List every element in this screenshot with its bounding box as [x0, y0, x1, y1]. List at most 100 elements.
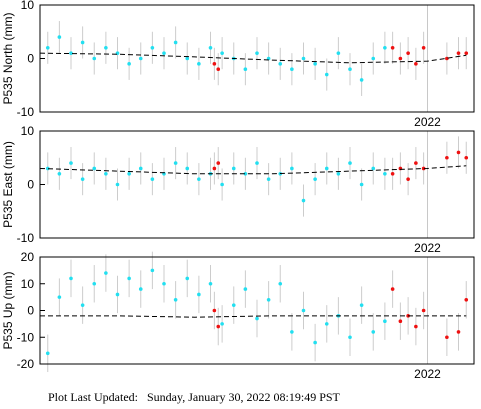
- point: [456, 330, 461, 334]
- point: [45, 46, 50, 50]
- point: [348, 67, 352, 71]
- trend-line: [39, 165, 467, 175]
- point: [290, 67, 294, 71]
- point: [313, 62, 317, 66]
- point: [185, 276, 190, 281]
- point: [138, 166, 143, 171]
- point: [220, 322, 224, 326]
- point: [208, 281, 213, 286]
- point: [464, 298, 469, 302]
- point: [456, 51, 461, 55]
- y-tick-label: 0: [27, 178, 34, 192]
- y-axis-label: P535 North (mm): [1, 12, 15, 104]
- point: [92, 166, 97, 171]
- point: [414, 161, 418, 165]
- point: [266, 56, 271, 61]
- point: [359, 303, 364, 307]
- point: [150, 177, 155, 181]
- point: [398, 56, 403, 61]
- point: [216, 161, 221, 165]
- point: [69, 51, 73, 55]
- point: [208, 46, 213, 50]
- trend-line: [40, 315, 467, 318]
- point: [150, 46, 155, 50]
- point: [92, 56, 97, 61]
- point: [45, 351, 50, 356]
- point: [243, 287, 248, 291]
- point: [162, 281, 166, 286]
- point: [301, 308, 306, 313]
- point: [390, 172, 395, 176]
- point: [406, 177, 410, 181]
- point: [278, 281, 283, 286]
- point: [348, 161, 352, 165]
- point: [313, 177, 317, 181]
- point: [255, 316, 259, 321]
- point: [197, 177, 201, 181]
- point: [69, 276, 73, 281]
- point: [371, 56, 376, 61]
- plot-frame: [39, 256, 475, 365]
- y-tick-label: 20: [21, 250, 35, 264]
- point: [371, 166, 376, 171]
- plot-frame: [39, 4, 475, 113]
- point: [464, 155, 469, 160]
- point: [383, 172, 387, 176]
- point: [115, 182, 120, 187]
- point: [414, 62, 418, 66]
- y-tick-label: 0: [27, 304, 34, 318]
- point: [359, 78, 364, 82]
- x-tick-label: 2022: [414, 367, 441, 381]
- y-tick-label: 0: [27, 52, 34, 66]
- y-axis-label: P535 East (mm): [1, 141, 15, 228]
- point: [57, 35, 62, 39]
- point: [406, 51, 410, 55]
- point: [220, 182, 224, 187]
- point: [421, 308, 426, 313]
- point: [173, 161, 178, 165]
- point: [104, 46, 108, 50]
- point: [45, 166, 50, 171]
- x-tick-label: 2022: [414, 241, 441, 255]
- point: [383, 46, 387, 50]
- footer: Plot Last Updated: Sunday, January 30, 2…: [48, 390, 341, 404]
- point: [212, 166, 217, 171]
- point: [212, 62, 217, 66]
- point: [243, 67, 248, 71]
- point: [138, 287, 143, 291]
- point: [371, 330, 376, 334]
- y-tick-label: -20: [17, 357, 35, 371]
- point: [173, 298, 178, 302]
- point: [197, 62, 201, 66]
- point: [231, 166, 236, 171]
- point: [266, 298, 271, 302]
- point: [80, 177, 85, 181]
- point: [80, 40, 85, 45]
- point: [138, 56, 143, 61]
- point: [456, 150, 461, 155]
- point: [185, 56, 190, 61]
- trend-line: [39, 52, 467, 64]
- point: [324, 166, 329, 171]
- y-tick-label: -10: [17, 231, 35, 245]
- point: [220, 51, 224, 55]
- point: [127, 62, 131, 66]
- point: [390, 287, 395, 291]
- point: [348, 335, 352, 340]
- point: [421, 166, 426, 171]
- point: [301, 56, 306, 61]
- point: [255, 51, 259, 55]
- y-tick-label: 10: [21, 277, 35, 291]
- point: [115, 292, 120, 297]
- point: [398, 319, 403, 324]
- point: [127, 172, 131, 176]
- point: [57, 172, 62, 176]
- point: [104, 271, 108, 275]
- point: [104, 172, 108, 176]
- point: [80, 303, 85, 307]
- point: [92, 281, 97, 286]
- point: [464, 51, 469, 55]
- point: [301, 198, 306, 203]
- point: [445, 155, 449, 160]
- point: [359, 182, 364, 187]
